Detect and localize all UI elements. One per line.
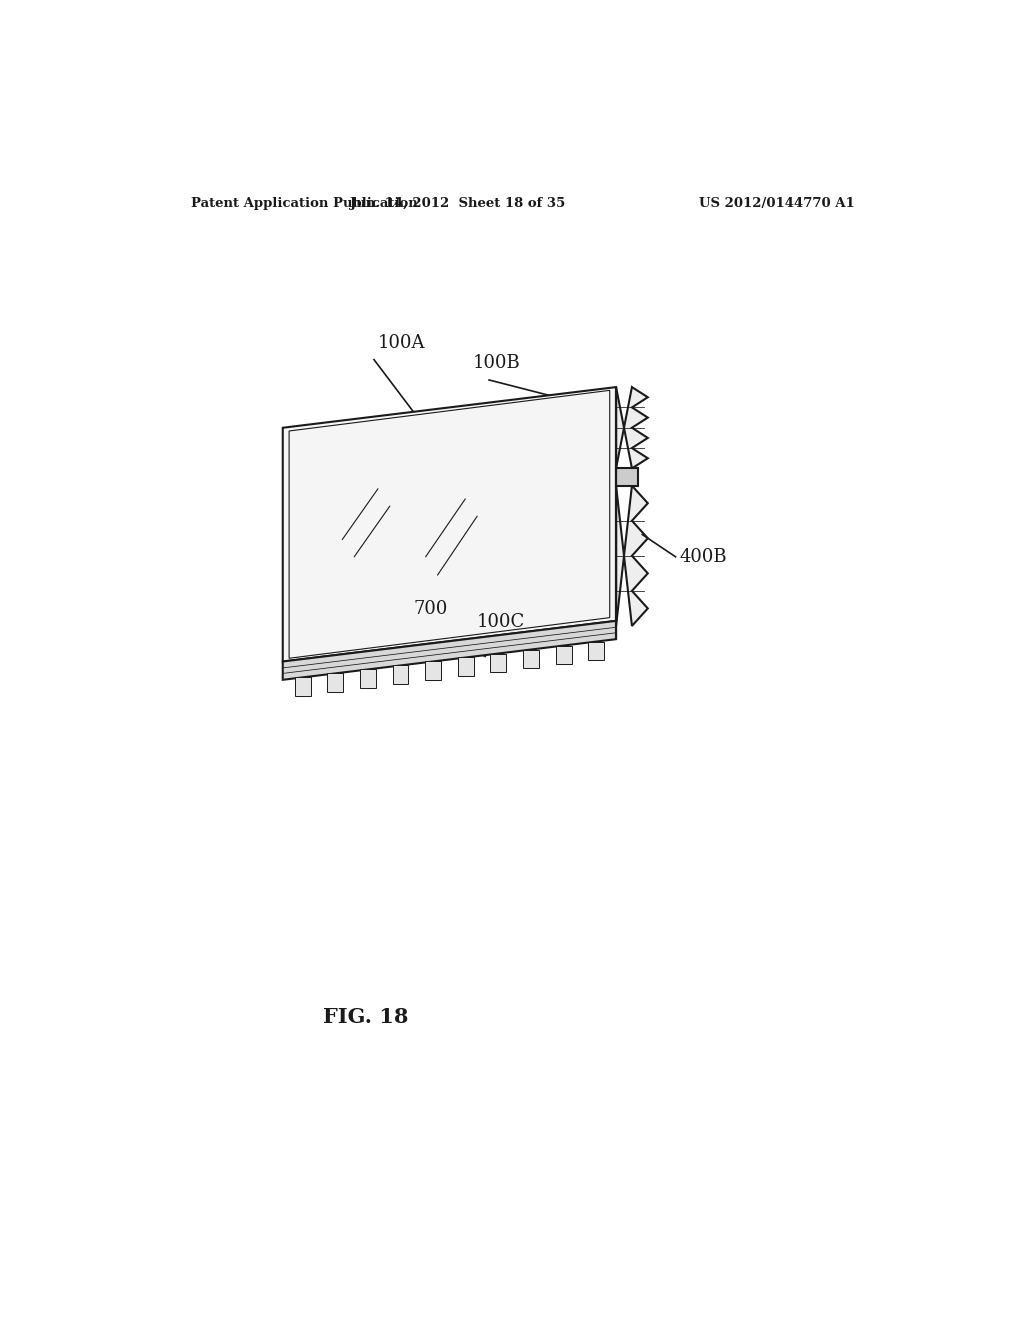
Text: US 2012/0144770 A1: US 2012/0144770 A1 xyxy=(699,197,855,210)
Text: 400B: 400B xyxy=(680,548,727,566)
Polygon shape xyxy=(392,665,409,684)
Text: 100A: 100A xyxy=(378,334,426,351)
Polygon shape xyxy=(490,653,506,672)
Polygon shape xyxy=(588,642,604,660)
Polygon shape xyxy=(283,387,616,661)
Polygon shape xyxy=(295,677,310,696)
Polygon shape xyxy=(616,387,648,469)
Polygon shape xyxy=(328,673,343,692)
Polygon shape xyxy=(523,649,539,668)
Polygon shape xyxy=(458,657,474,676)
Text: Jun. 14, 2012  Sheet 18 of 35: Jun. 14, 2012 Sheet 18 of 35 xyxy=(350,197,565,210)
Text: 100B: 100B xyxy=(473,354,521,372)
Text: 700: 700 xyxy=(414,599,449,618)
Polygon shape xyxy=(616,469,638,486)
Polygon shape xyxy=(425,661,441,680)
Polygon shape xyxy=(359,669,376,688)
Text: Patent Application Publication: Patent Application Publication xyxy=(191,197,418,210)
Polygon shape xyxy=(283,620,616,680)
Text: FIG. 18: FIG. 18 xyxy=(324,1007,409,1027)
Polygon shape xyxy=(616,486,648,626)
Polygon shape xyxy=(556,645,571,664)
Text: 100C: 100C xyxy=(477,612,525,631)
